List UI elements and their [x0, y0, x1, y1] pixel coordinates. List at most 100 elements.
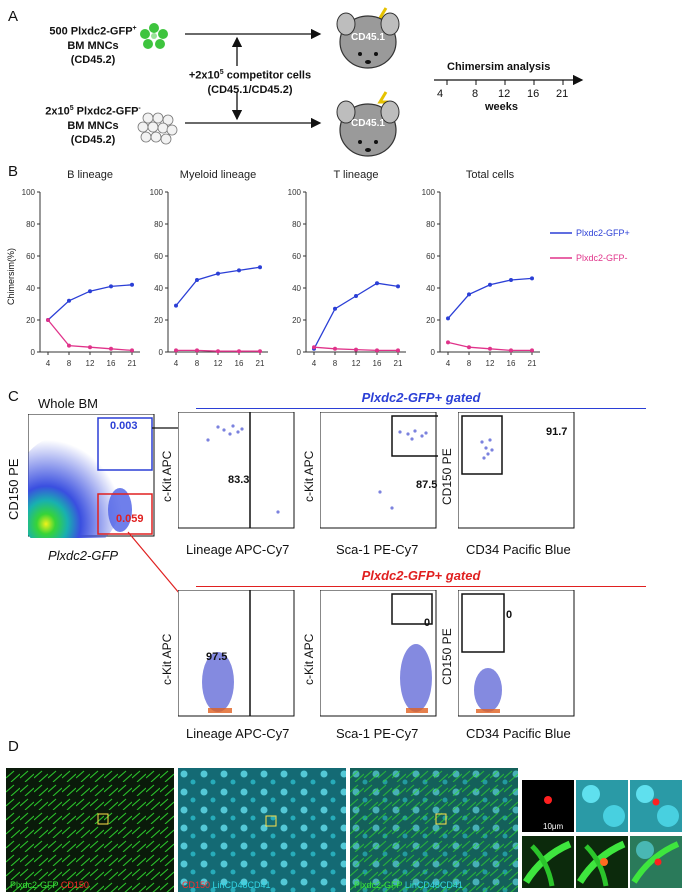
fc-ylabel-r1c3: CD150 PE [440, 448, 454, 505]
fc-plot-r2c3 [458, 590, 575, 717]
inset-cyan [576, 780, 628, 832]
panel-label-b: B [8, 163, 19, 180]
legend-gfp-neg: Plxdc2-GFP- [576, 253, 628, 263]
fc-value-r1c3: 91.7 [546, 426, 568, 438]
chart-ytick-label-2-5: 100 [288, 188, 302, 197]
fc-plot-r1c1 [178, 412, 295, 529]
chart-ytick-label-1-1: 20 [154, 316, 163, 325]
data-point-3-1-2 [488, 346, 492, 351]
inset-merged [630, 836, 682, 888]
panel-label-d: D [8, 738, 19, 755]
data-point-2-1-0 [312, 345, 316, 350]
fc-ylabel-r1c2: c-Kit APC [302, 450, 316, 502]
micrograph-label-3: Plxdc2-GFP LinCD48CD41 [354, 880, 463, 890]
chart-xtick-label-0-1: 8 [67, 359, 72, 368]
chart-ytick-label-3-4: 80 [426, 220, 435, 229]
data-point-2-1-2 [354, 347, 358, 352]
data-point-2-1-4 [396, 348, 400, 353]
fc-plot-r2c1 [178, 590, 295, 717]
header-line-pos [196, 408, 646, 409]
chart-xtick-label-3-3: 16 [507, 359, 516, 368]
fc-value-r2c2: 0 [424, 617, 431, 629]
data-point-0-1-4 [130, 348, 134, 353]
inset-cyan-red [630, 780, 682, 832]
competitor-label: +2x105 competitor cells (CD45.1/CD45.2) [188, 69, 312, 96]
fc-plot-r1c2 [320, 412, 438, 529]
chart-ytick-label-2-1: 20 [292, 316, 301, 325]
chart-ytick-label-1-4: 80 [154, 220, 163, 229]
chart-ytick-label-2-2: 40 [292, 284, 301, 293]
chart-xtick-label-3-1: 8 [467, 359, 472, 368]
timeline-tick-4: 21 [556, 88, 569, 100]
chart-xtick-label-2-1: 8 [333, 359, 338, 368]
fc-value-r1c1: 83.3 [228, 474, 250, 486]
chart-title-3: Total cells [466, 169, 515, 181]
data-point-1-0-4 [258, 265, 262, 270]
timeline-tick-0: 4 [437, 88, 444, 100]
chart-title-1: Myeloid lineage [180, 169, 256, 181]
data-point-1-0-0 [174, 303, 178, 308]
chart-xtick-label-1-2: 12 [214, 359, 223, 368]
chart-ytick-label-1-5: 100 [150, 188, 164, 197]
data-point-0-1-1 [67, 343, 71, 348]
mouse-icon-bottom [336, 91, 400, 157]
inset-green-red [576, 836, 628, 888]
donor-gfp-neg-label: 2x105 Plxdc2-GFP- BM MNCs (CD45.2) [45, 105, 141, 146]
micrograph-cd150-lin [178, 768, 346, 892]
timeline-tick-2: 12 [498, 88, 511, 100]
chart-xtick-label-1-1: 8 [195, 359, 200, 368]
chart-ytick-label-1-2: 40 [154, 284, 163, 293]
chart-ytick-label-2-3: 60 [292, 252, 301, 261]
data-point-2-0-3 [375, 281, 379, 286]
data-point-1-0-1 [195, 278, 199, 282]
chart-ytick-label-0-0: 0 [31, 348, 36, 357]
chart-ytick-label-1-0: 0 [159, 348, 164, 357]
chart-ytick-label-1-3: 60 [154, 252, 163, 261]
micrograph-label-1: Plxdc2-GFP CD150 [10, 880, 89, 890]
chart-xtick-label-0-2: 12 [86, 359, 95, 368]
chart-xtick-label-3-4: 21 [528, 359, 537, 368]
micrograph-gfp-lin [350, 768, 518, 892]
data-point-0-1-0 [46, 318, 50, 322]
chart-title-0: B lineage [67, 169, 113, 181]
gate-blue-value: 0.003 [110, 420, 138, 432]
fc-xlabel-r2c2: Sca-1 PE-Cy7 [336, 726, 419, 741]
legend-swatches [550, 232, 572, 259]
inset-green [522, 836, 574, 888]
fc-value-r2c3: 0 [506, 609, 513, 621]
fc-xlabel-r2c3: CD34 Pacific Blue [466, 726, 571, 741]
data-point-2-1-1 [333, 346, 337, 351]
chart-xtick-label-0-3: 16 [107, 359, 116, 368]
data-point-2-0-1 [333, 306, 337, 311]
chart-ytick-label-3-2: 40 [426, 284, 435, 293]
chart-xtick-label-2-2: 12 [352, 359, 361, 368]
fc-ylabel-r2c2: c-Kit APC [302, 633, 316, 685]
mouse-icon-top [336, 7, 400, 69]
chart-ytick-label-0-4: 80 [26, 220, 35, 229]
legend-gfp-pos: Plxdc2-GFP+ [576, 228, 630, 238]
chart-xtick-label-0-0: 4 [46, 359, 51, 368]
gfp-neg-cells-icon [137, 112, 178, 145]
data-point-2-0-4 [396, 284, 400, 289]
data-point-1-1-0 [174, 348, 178, 353]
chart-ytick-label-2-0: 0 [297, 348, 302, 357]
data-point-2-0-2 [354, 294, 358, 298]
gfp-cells-icon [140, 23, 168, 49]
timeline-unit: weeks [485, 101, 519, 113]
data-point-0-0-4 [130, 282, 134, 287]
data-point-3-1-1 [467, 345, 471, 350]
data-point-1-1-3 [237, 349, 241, 354]
header-gfp-pos: Plxdc2-GFP+ gated [361, 390, 481, 405]
data-point-1-0-2 [216, 271, 220, 276]
data-point-3-1-4 [530, 348, 534, 353]
data-point-0-0-1 [67, 298, 71, 303]
fc-xlabel-r1c2: Sca-1 PE-Cy7 [336, 542, 419, 557]
data-point-3-0-3 [509, 278, 513, 282]
transplant-arrows [185, 28, 322, 129]
chart-xtick-label-1-4: 21 [256, 359, 265, 368]
panel-label-a: A [8, 8, 19, 25]
panel-label-c: C [8, 388, 19, 405]
chart-xtick-label-0-4: 21 [128, 359, 137, 368]
chimerism-charts: B lineage02040608010048121621MonthsMyelo… [22, 169, 540, 368]
chart-ytick-label-0-5: 100 [22, 188, 36, 197]
